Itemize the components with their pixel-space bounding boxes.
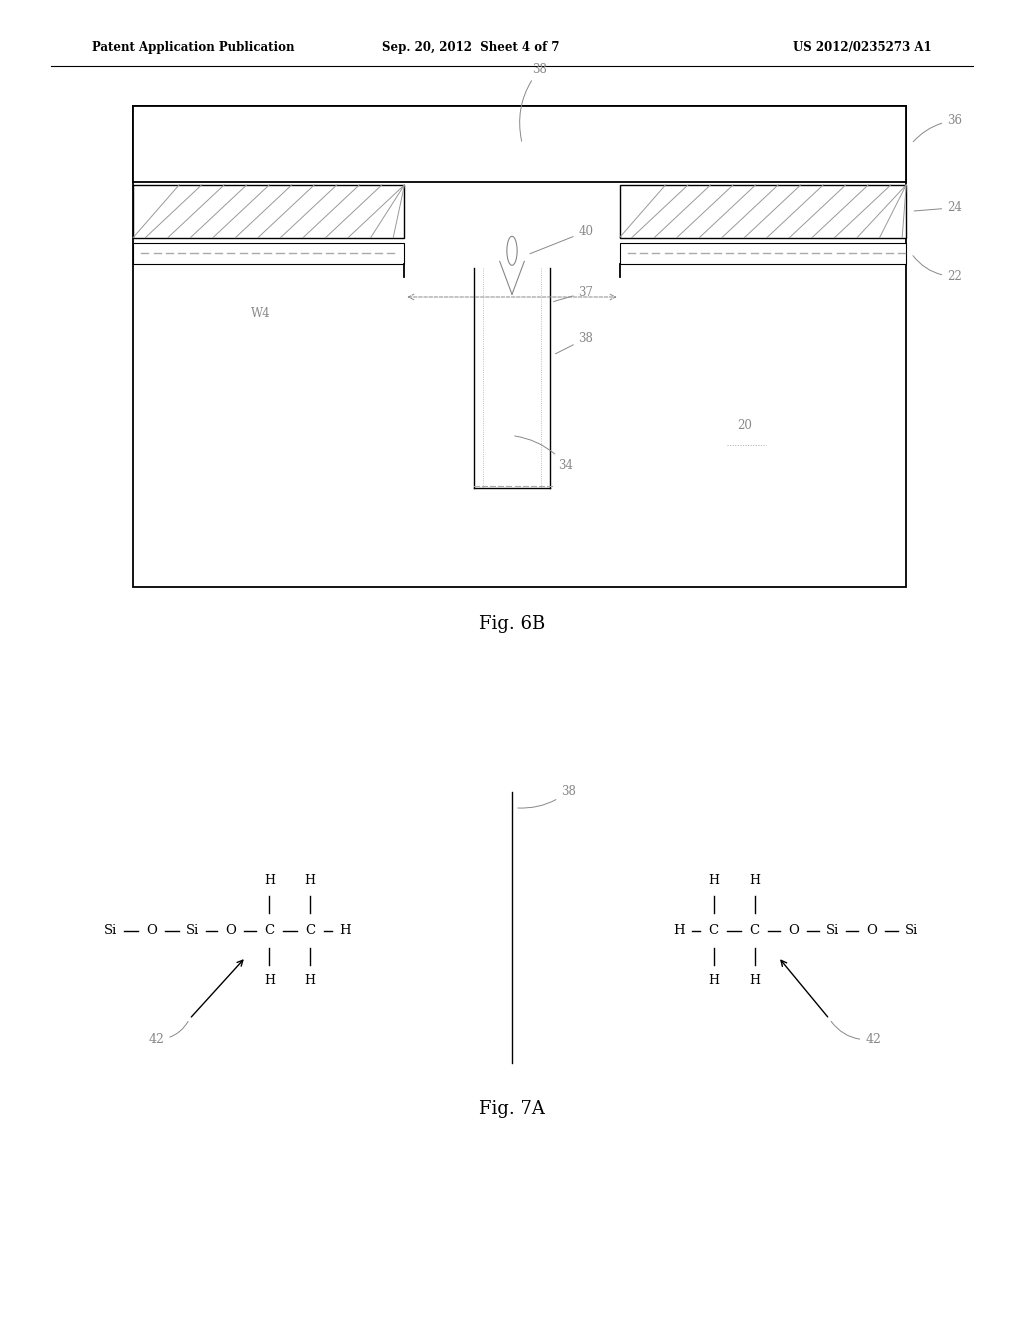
Text: 40: 40: [530, 224, 594, 253]
Text: Si: Si: [104, 924, 117, 937]
Text: C: C: [305, 924, 315, 937]
Text: H: H: [305, 874, 315, 887]
Text: O: O: [146, 924, 157, 937]
Text: H: H: [305, 974, 315, 987]
Text: 42: 42: [148, 1022, 188, 1045]
Text: O: O: [788, 924, 799, 937]
Text: C: C: [264, 924, 274, 937]
Text: 36: 36: [913, 114, 963, 141]
Text: 34: 34: [515, 436, 573, 471]
Text: O: O: [225, 924, 236, 937]
Text: O: O: [866, 924, 877, 937]
Text: C: C: [709, 924, 719, 937]
Text: Patent Application Publication: Patent Application Publication: [92, 41, 295, 54]
Text: Sep. 20, 2012  Sheet 4 of 7: Sep. 20, 2012 Sheet 4 of 7: [382, 41, 560, 54]
Bar: [133, 106, 906, 182]
Text: 38: 38: [519, 62, 548, 141]
Text: H: H: [673, 924, 685, 937]
Text: 37: 37: [554, 285, 594, 301]
Text: Fig. 6B: Fig. 6B: [479, 615, 545, 634]
Text: H: H: [709, 874, 719, 887]
Text: Fig. 7A: Fig. 7A: [479, 1100, 545, 1118]
Text: H: H: [264, 974, 274, 987]
Text: H: H: [264, 874, 274, 887]
Bar: [133, 243, 404, 264]
Text: Si: Si: [905, 924, 918, 937]
Text: W4: W4: [251, 306, 270, 319]
Text: 22: 22: [913, 256, 962, 282]
Ellipse shape: [507, 236, 517, 265]
Text: 20: 20: [737, 418, 753, 432]
Text: Si: Si: [826, 924, 839, 937]
Bar: [133, 106, 906, 587]
Text: 38: 38: [555, 331, 594, 354]
Text: 38: 38: [518, 784, 577, 808]
Text: Si: Si: [186, 924, 199, 937]
Bar: [133, 185, 404, 238]
Text: US 2012/0235273 A1: US 2012/0235273 A1: [794, 41, 932, 54]
Text: H: H: [750, 974, 760, 987]
Bar: [620, 185, 906, 238]
Text: 24: 24: [914, 201, 963, 214]
Text: 42: 42: [831, 1022, 882, 1045]
Text: H: H: [709, 974, 719, 987]
Bar: [620, 243, 906, 264]
Text: C: C: [750, 924, 760, 937]
Text: H: H: [750, 874, 760, 887]
Text: H: H: [339, 924, 351, 937]
